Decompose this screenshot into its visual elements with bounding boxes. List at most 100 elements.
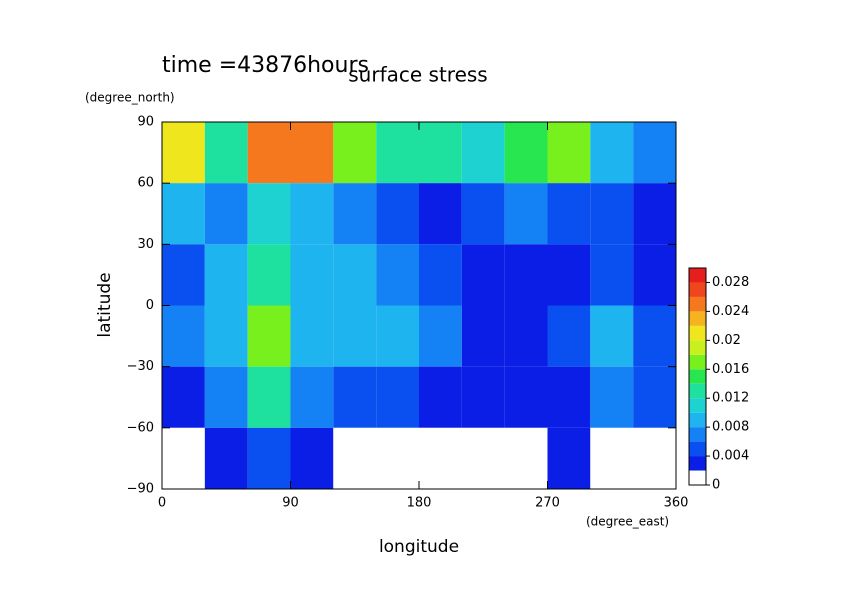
- y-unit: (degree_north): [85, 91, 175, 105]
- cell: [504, 366, 548, 428]
- cell: [290, 366, 334, 428]
- cell: [633, 122, 676, 184]
- cell: [461, 305, 505, 367]
- y-tick-label: −60: [127, 420, 154, 435]
- colorbar-band: [689, 296, 706, 312]
- cell: [376, 427, 419, 489]
- colorbar-frame: [688, 267, 707, 486]
- colorbar-band: [689, 282, 706, 297]
- cell: [633, 366, 676, 428]
- cell: [633, 244, 676, 306]
- cell: [461, 122, 505, 184]
- x-tick-label: 0: [158, 496, 166, 511]
- cell: [290, 427, 334, 489]
- colorbar-band: [689, 412, 706, 428]
- cell: [419, 183, 462, 245]
- cell: [376, 366, 419, 428]
- cell: [376, 183, 419, 245]
- cell: [333, 366, 377, 428]
- x-tick-label: 360: [664, 496, 689, 511]
- colorbar-band: [689, 398, 706, 413]
- cell: [333, 183, 377, 245]
- cell: [247, 305, 291, 367]
- y-axis-label: latitude: [95, 272, 115, 337]
- colorbar-band: [689, 470, 706, 485]
- cell: [247, 427, 291, 489]
- y-tick-label: 90: [137, 115, 154, 130]
- x-tick-label: 180: [407, 496, 432, 511]
- cell: [162, 366, 205, 428]
- colorbar-band: [689, 383, 706, 399]
- cell: [376, 305, 419, 367]
- cell: [333, 122, 377, 184]
- chart-title: surface stress: [348, 63, 487, 87]
- cell: [419, 366, 462, 428]
- colorbar-tick-label: 0.028: [712, 275, 749, 290]
- cell: [590, 427, 634, 489]
- cell: [504, 183, 548, 245]
- cell: [590, 244, 634, 306]
- cell: [633, 427, 676, 489]
- field: [162, 122, 676, 489]
- y-tick-label: 0: [146, 298, 154, 313]
- cell: [547, 183, 591, 245]
- y-tick-label: −90: [127, 482, 154, 497]
- cell: [547, 305, 591, 367]
- colorbar-band: [689, 268, 706, 283]
- cell: [504, 244, 548, 306]
- cell: [419, 427, 462, 489]
- cell: [376, 122, 419, 184]
- cell: [162, 183, 205, 245]
- y-tick-label: −30: [127, 359, 154, 374]
- cell: [204, 366, 248, 428]
- colorbar-band: [689, 369, 706, 384]
- colorbar-tick-label: 0.016: [712, 362, 749, 377]
- cell: [204, 305, 248, 367]
- colorbar-tick-label: 0.012: [712, 391, 749, 406]
- cell: [633, 183, 676, 245]
- cell: [590, 183, 634, 245]
- colorbar-tick-label: 0.004: [712, 449, 749, 464]
- cell: [247, 366, 291, 428]
- cell: [633, 305, 676, 367]
- cell: [504, 122, 548, 184]
- cell: [504, 305, 548, 367]
- colorbar-tick-label: 0.024: [712, 304, 749, 319]
- cell: [162, 427, 205, 489]
- colorbar-band: [689, 325, 706, 341]
- cell: [547, 427, 591, 489]
- x-tick-label: 90: [282, 496, 299, 511]
- cell: [162, 122, 205, 184]
- cell: [504, 427, 548, 489]
- cell: [419, 244, 462, 306]
- cell: [461, 366, 505, 428]
- cell: [204, 122, 248, 184]
- x-axis-label: longitude: [379, 537, 459, 557]
- cell: [547, 366, 591, 428]
- cell: [376, 244, 419, 306]
- colorbar-band: [689, 427, 706, 442]
- cell: [290, 122, 334, 184]
- cell: [590, 305, 634, 367]
- x-tick-label: 270: [535, 496, 560, 511]
- colorbar-band: [689, 456, 706, 471]
- cell: [247, 244, 291, 306]
- cell: [547, 244, 591, 306]
- cell: [290, 305, 334, 367]
- cell: [419, 305, 462, 367]
- cell: [204, 427, 248, 489]
- colorbar-tick-label: 0.02: [712, 333, 741, 348]
- cell: [461, 244, 505, 306]
- cell: [547, 122, 591, 184]
- time-label: time =43876hours: [162, 53, 369, 78]
- colorbar-band: [689, 311, 706, 326]
- cell: [162, 305, 205, 367]
- colorbar-tick-label: 0: [712, 478, 720, 493]
- cell: [333, 244, 377, 306]
- cell: [590, 122, 634, 184]
- cell: [333, 305, 377, 367]
- colorbar-band: [689, 354, 706, 370]
- x-unit: (degree_east): [586, 515, 669, 529]
- cell: [290, 244, 334, 306]
